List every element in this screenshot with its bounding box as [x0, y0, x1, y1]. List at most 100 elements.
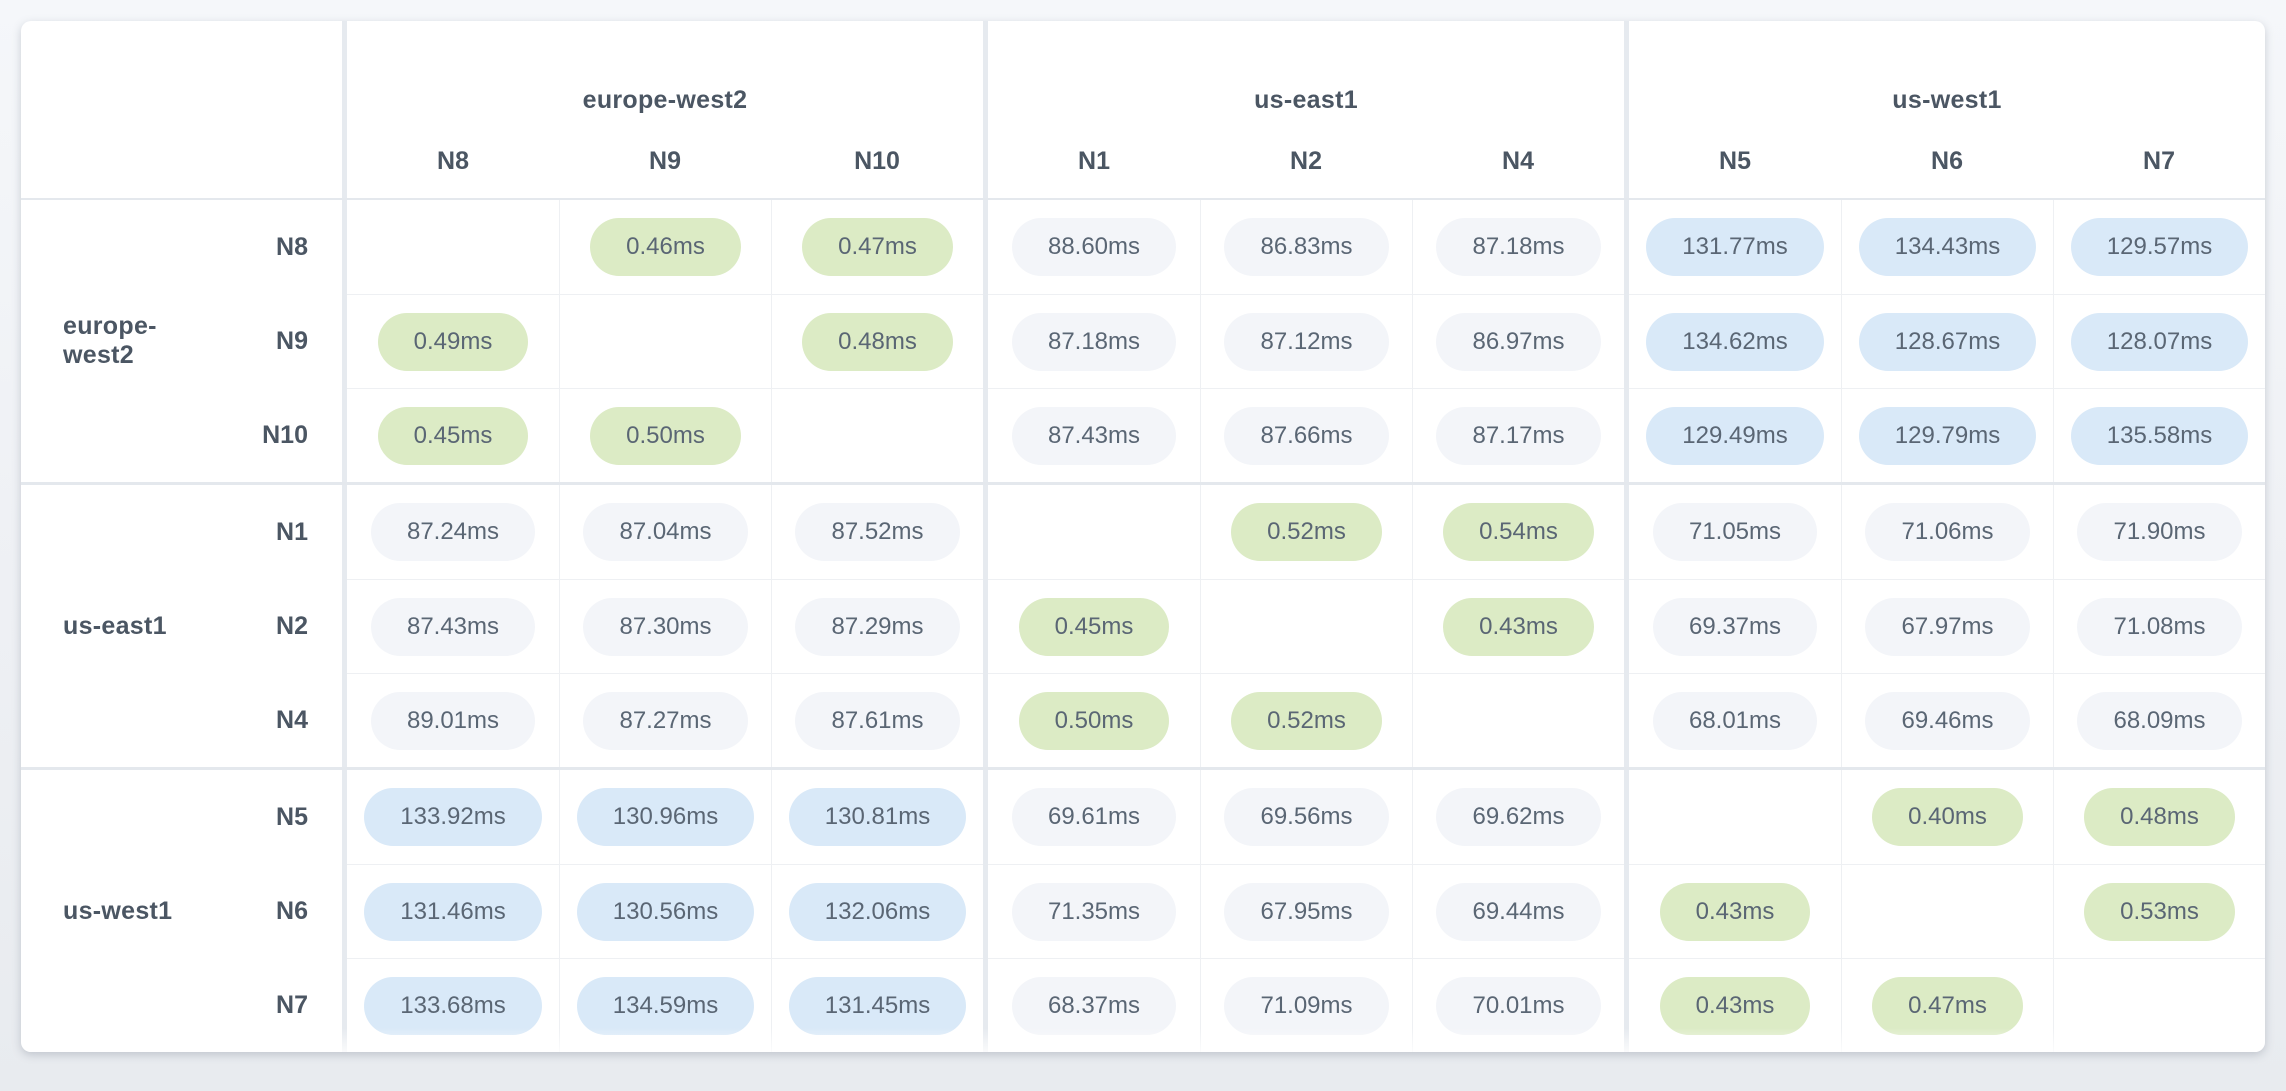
latency-pill: 87.27ms [583, 691, 748, 750]
data-row: 131.46ms 130.56ms 132.06ms 71.35ms 67.95ms 69… [342, 864, 2265, 958]
latency-pill: 130.96ms [576, 788, 755, 846]
column-node-labels: N5 N6 N7 [1629, 147, 2265, 176]
latency-cell: 130.56ms [559, 864, 771, 958]
data-row: 133.92ms 130.96ms 130.81ms 69.61ms 69.56ms 69… [342, 770, 2265, 864]
row-group-label: us-east1 [63, 611, 167, 640]
latency-cell: 87.61ms [771, 673, 983, 767]
latency-pill: 0.46ms [590, 218, 741, 276]
latency-pill: 87.43ms [1011, 406, 1177, 465]
group-divider [983, 21, 988, 198]
latency-cell: 131.45ms [771, 958, 983, 1052]
latency-cell: 86.97ms [1412, 294, 1624, 388]
latency-cell [1200, 579, 1412, 673]
row-node-labels: N8 N9 N10 [212, 200, 342, 482]
latency-pill: 130.56ms [576, 882, 755, 941]
latency-cell: 0.43ms [1629, 864, 1841, 958]
latency-cell: 0.47ms [1841, 958, 2053, 1052]
latency-pill: 69.62ms [1436, 788, 1601, 846]
group-divider [1624, 388, 1629, 482]
latency-cell: 134.62ms [1629, 294, 1841, 388]
latency-cell [1629, 770, 1841, 864]
latency-pill: 68.37ms [1011, 976, 1177, 1035]
latency-pill: 87.66ms [1224, 406, 1389, 465]
group-divider [342, 673, 347, 767]
latency-cell: 71.05ms [1629, 485, 1841, 579]
group-divider [983, 958, 988, 1052]
latency-cell: 0.47ms [771, 200, 983, 294]
latency-pill: 0.49ms [377, 312, 529, 371]
latency-cell: 87.29ms [771, 579, 983, 673]
latency-pill: 87.24ms [370, 503, 536, 561]
latency-cell: 0.52ms [1200, 673, 1412, 767]
latency-cell: 132.06ms [771, 864, 983, 958]
row-node-label: N4 [276, 705, 308, 734]
latency-pill: 71.08ms [2077, 597, 2242, 656]
latency-cell: 87.66ms [1200, 388, 1412, 482]
latency-cell: 0.48ms [771, 294, 983, 388]
latency-cell [988, 485, 1200, 579]
latency-pill: 131.45ms [788, 976, 967, 1035]
latency-pill: 0.48ms [2084, 788, 2235, 846]
group-divider [1624, 485, 1629, 579]
column-group-label: us-west1 [1892, 86, 2002, 114]
latency-cell: 134.59ms [559, 958, 771, 1052]
latency-cell: 87.24ms [347, 485, 559, 579]
row-label-block: us-west1 N5 N6 N7 [21, 770, 342, 1052]
latency-cell: 69.62ms [1412, 770, 1624, 864]
latency-cell: 0.45ms [347, 388, 559, 482]
group-divider [342, 388, 347, 482]
latency-pill: 70.01ms [1436, 976, 1601, 1035]
group-divider [342, 485, 347, 579]
latency-pill: 87.43ms [370, 597, 536, 656]
latency-cell: 0.43ms [1629, 958, 1841, 1052]
group-divider [1624, 770, 1629, 864]
latency-pill: 128.07ms [2070, 312, 2249, 371]
data-row: 87.43ms 87.30ms 87.29ms 0.45ms 0.43ms 69.37ms… [342, 579, 2265, 673]
group-divider [983, 579, 988, 673]
column-node-label: N7 [2143, 147, 2175, 175]
latency-cell: 0.48ms [2053, 770, 2265, 864]
latency-cell: 0.54ms [1412, 485, 1624, 579]
matrix-body: europe-west2 N8 N9 N10 0.46ms 0.47ms 88.60ms 86… [21, 200, 2265, 1052]
row-group-label: europe-west2 [63, 312, 157, 369]
latency-cell [559, 294, 771, 388]
latency-pill: 0.43ms [1443, 597, 1594, 656]
latency-cell: 69.61ms [988, 770, 1200, 864]
group-divider [983, 388, 988, 482]
latency-pill: 67.95ms [1224, 882, 1389, 941]
latency-pill: 87.12ms [1224, 312, 1389, 371]
latency-cell: 71.06ms [1841, 485, 2053, 579]
latency-cell: 69.46ms [1841, 673, 2053, 767]
data-row: 87.24ms 87.04ms 87.52ms 0.52ms 0.54ms 71.05ms… [342, 485, 2265, 579]
row-label-block: us-east1 N1 N2 N4 [21, 485, 342, 767]
column-node-labels: N8 N9 N10 [347, 147, 983, 176]
latency-cell: 67.95ms [1200, 864, 1412, 958]
group-divider [342, 864, 347, 958]
latency-cell: 71.08ms [2053, 579, 2265, 673]
column-node-label: N9 [649, 147, 681, 175]
latency-pill: 69.46ms [1865, 691, 2030, 750]
latency-pill: 69.56ms [1224, 788, 1389, 846]
latency-pill: 134.62ms [1646, 312, 1824, 371]
row-node-label: N1 [276, 517, 308, 546]
latency-cell: 87.17ms [1412, 388, 1624, 482]
latency-cell: 135.58ms [2053, 388, 2265, 482]
latency-cell: 68.37ms [988, 958, 1200, 1052]
row-node-label: N8 [276, 232, 308, 261]
column-node-label: N6 [1931, 147, 1963, 175]
corner-cell [21, 21, 342, 198]
group-divider [983, 294, 988, 388]
latency-cell: 86.83ms [1200, 200, 1412, 294]
latency-pill: 87.30ms [583, 597, 748, 656]
row-group-data: 133.92ms 130.96ms 130.81ms 69.61ms 69.56ms 69… [342, 770, 2265, 1052]
latency-cell: 130.96ms [559, 770, 771, 864]
latency-pill: 69.37ms [1652, 597, 1818, 656]
latency-matrix-table: europe-west2 N8 N9 N10 us-east1 N1 N2 N4 us-west… [21, 21, 2265, 1052]
latency-pill: 87.04ms [583, 503, 748, 561]
row-node-label: N10 [262, 420, 308, 449]
latency-pill: 87.29ms [795, 597, 960, 656]
latency-cell: 87.04ms [559, 485, 771, 579]
column-node-label: N2 [1290, 147, 1322, 175]
latency-cell: 0.53ms [2053, 864, 2265, 958]
row-node-labels: N1 N2 N4 [212, 485, 342, 767]
